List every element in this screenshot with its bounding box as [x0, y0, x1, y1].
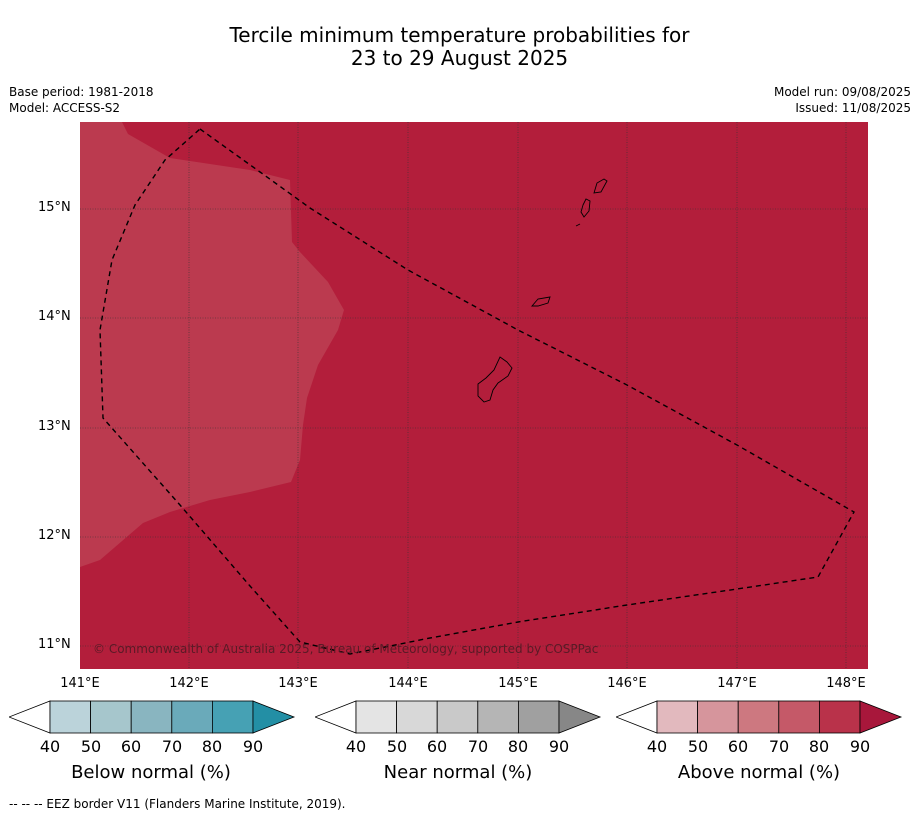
eez-legend: -- -- -- EEZ border V11 (Flanders Marine…: [9, 797, 346, 811]
near-seg-5: [517, 700, 560, 734]
above-tick-90: 90: [849, 737, 871, 756]
below-seg-0: [9, 700, 51, 734]
above-seg-3: [737, 700, 780, 734]
near-seg-4: [477, 700, 519, 734]
islands: [477, 178, 608, 403]
below-tick-60: 60: [120, 737, 142, 756]
near-normal-label: Near normal (%): [383, 762, 533, 783]
above-seg-1: [656, 700, 698, 734]
map-region-70-80: [80, 122, 344, 567]
above-seg-2: [697, 700, 739, 734]
lon-label-146e: 146°E: [607, 676, 647, 691]
near-seg-2: [396, 700, 438, 734]
above-tick-50: 50: [687, 737, 709, 756]
below-tick-90: 90: [242, 737, 264, 756]
eez-border: [99, 128, 855, 655]
model-name: Model: ACCESS-S2: [9, 101, 121, 115]
probability-map: © Commonwealth of Australia 2025, Bureau…: [80, 122, 868, 669]
lon-label-143e: 143°E: [278, 676, 318, 691]
above-tick-70: 70: [768, 737, 790, 756]
lat-label-14n: 14°N: [38, 309, 71, 324]
lat-label-11n: 11°N: [38, 637, 71, 652]
above-tick-40: 40: [646, 737, 668, 756]
above-seg-6: [859, 700, 903, 734]
island-aguijan: [575, 223, 581, 227]
near-tick-80: 80: [507, 737, 529, 756]
below-seg-3: [130, 700, 173, 734]
below-seg-6: [252, 700, 296, 734]
below-seg-1: [49, 700, 91, 734]
chart-title-line1: Tercile minimum temperature probabilitie…: [229, 23, 690, 47]
colorbar-below-normal: [9, 700, 296, 734]
lon-label-147e: 147°E: [717, 676, 757, 691]
island-guam: [477, 356, 513, 403]
near-tick-60: 60: [426, 737, 448, 756]
lon-label-145e: 145°E: [498, 676, 538, 691]
island-tinian: [580, 198, 591, 218]
colorbar-above-normal: [616, 700, 903, 734]
below-tick-40: 40: [39, 737, 61, 756]
above-seg-4: [778, 700, 820, 734]
lon-label-142e: 142°E: [169, 676, 209, 691]
below-seg-5: [211, 700, 254, 734]
lat-label-15n: 15°N: [38, 200, 71, 215]
base-period: Base period: 1981-2018: [9, 85, 154, 99]
copyright-notice: © Commonwealth of Australia 2025, Bureau…: [93, 642, 598, 656]
above-normal-label: Above normal (%): [677, 762, 841, 783]
below-tick-50: 50: [80, 737, 102, 756]
near-seg-6: [558, 700, 602, 734]
near-tick-90: 90: [548, 737, 570, 756]
above-tick-60: 60: [727, 737, 749, 756]
near-seg-1: [355, 700, 397, 734]
chart-title-line2: 23 to 29 August 2025: [350, 46, 569, 70]
below-seg-4: [171, 700, 213, 734]
near-tick-50: 50: [386, 737, 408, 756]
lon-label-144e: 144°E: [388, 676, 428, 691]
lat-label-13n: 13°N: [38, 419, 71, 434]
colorbar-near-normal: [315, 700, 602, 734]
model-run: Model run: 09/08/2025: [773, 85, 911, 99]
above-seg-0: [616, 700, 658, 734]
issued-date: Issued: 11/08/2025: [795, 101, 911, 115]
near-tick-40: 40: [345, 737, 367, 756]
above-tick-80: 80: [808, 737, 830, 756]
lat-label-12n: 12°N: [38, 528, 71, 543]
island-saipan: [593, 178, 608, 194]
below-seg-2: [90, 700, 132, 734]
island-rota: [531, 296, 551, 307]
lon-label-148e: 148°E: [826, 676, 866, 691]
near-seg-0: [315, 700, 357, 734]
below-tick-80: 80: [201, 737, 223, 756]
map-gridlines: [80, 122, 868, 669]
near-seg-3: [436, 700, 479, 734]
above-seg-5: [818, 700, 861, 734]
below-tick-70: 70: [161, 737, 183, 756]
near-tick-70: 70: [467, 737, 489, 756]
below-normal-label: Below normal (%): [71, 762, 231, 783]
lon-label-141e: 141°E: [60, 676, 100, 691]
